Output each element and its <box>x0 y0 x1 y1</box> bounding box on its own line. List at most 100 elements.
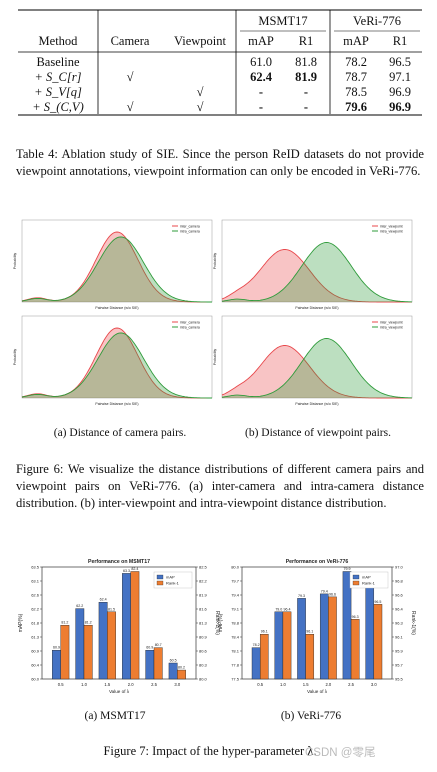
y2-tick-label: 80.3 <box>199 663 208 668</box>
density-panel: Probability Pairwise Distance (w/o SIE) in… <box>13 315 213 406</box>
y2-tick-label: 96.3 <box>395 621 404 626</box>
y2-tick-label: 82.2 <box>199 579 208 584</box>
bar-value-label: 79.0 <box>275 607 282 611</box>
bar-value-label: 62.2 <box>76 604 83 608</box>
header-map-msmt: mAP <box>248 34 274 48</box>
bar <box>259 633 269 680</box>
y2-axis-label: Rank-1(%) <box>214 611 220 635</box>
legend-swatch <box>352 574 360 580</box>
y2-tick-label: 96.8 <box>395 579 404 584</box>
y-tick-label: 63.5 <box>31 565 40 570</box>
bar-value-label: 96.4 <box>284 607 291 611</box>
x-axis-label: Pairwise Distance (w/o SIE) <box>295 306 338 310</box>
x-tick-label: 2.0 <box>128 682 134 687</box>
fig7-subcaption-b: (b) VeRi-776 <box>280 710 342 722</box>
check-mark: √ <box>126 100 134 114</box>
density-panel: Probability Pairwise Distance (w/o SIE) in… <box>213 315 413 406</box>
row-method: + S_(C,V) <box>32 100 84 114</box>
density-panel: Probability Pairwise Distance (w/o SIE) in… <box>213 219 413 310</box>
y-axis-label: Probability <box>213 253 217 270</box>
cell: - <box>258 100 264 114</box>
legend-box <box>349 571 389 589</box>
legend-swatch <box>156 574 164 580</box>
x-tick-label: 0.5 <box>257 682 263 687</box>
y-tick-label: 62.6 <box>31 593 40 598</box>
bar-value-label: 60.9 <box>146 646 153 650</box>
density-fill <box>222 338 412 398</box>
y-axis-label: Probability <box>13 349 17 366</box>
legend-label: Rank-1 <box>362 581 376 586</box>
y2-tick-label: 80.9 <box>199 635 208 640</box>
bar <box>282 611 292 680</box>
check-mark: √ <box>196 100 204 114</box>
bar <box>122 573 131 680</box>
x-tick-label: 2.5 <box>151 682 157 687</box>
bar-value-label: 60.5 <box>170 659 177 663</box>
bar <box>365 584 375 680</box>
bar-value-label: 79.3 <box>298 594 305 598</box>
y-tick-label: 61.8 <box>31 621 40 626</box>
legend-label: intra_viewpoint <box>380 229 403 233</box>
x-tick-label: 3.0 <box>371 682 377 687</box>
cell: - <box>303 85 309 99</box>
bar <box>145 649 155 680</box>
x-tick-label: 1.0 <box>81 682 87 687</box>
panel-frame <box>221 315 413 399</box>
density-line <box>221 338 413 399</box>
cell: 96.5 <box>389 55 411 69</box>
header-map-veri: mAP <box>343 34 369 48</box>
x-tick-label: 2.0 <box>325 682 331 687</box>
y2-axis-label: Rank-1(%) <box>410 611 416 635</box>
y2-tick-label: 95.9 <box>395 649 404 654</box>
density-line <box>21 332 212 399</box>
header-viewpoint: Viewpoint <box>173 34 227 48</box>
table-caption: Table 4: Ablation study of SIE. Since th… <box>16 147 424 178</box>
bar <box>274 611 284 680</box>
cell: 79.6 <box>345 100 367 114</box>
bar <box>350 619 360 680</box>
x-tick-label: 1.0 <box>280 682 286 687</box>
x-tick-label: 1.5 <box>104 682 110 687</box>
y-axis-label: mAP(%) <box>18 613 24 632</box>
y-tick-label: 61.3 <box>31 635 40 640</box>
density-fill <box>22 236 212 302</box>
panel-frame <box>21 315 213 399</box>
density-fill <box>22 328 212 398</box>
bar <box>153 647 163 680</box>
cell: 81.8 <box>295 55 317 69</box>
legend-label: inter_viewpoint <box>380 320 403 324</box>
legend-swatch <box>352 580 360 586</box>
figure-7-bar-charts: Performance on MSMT17 60.0 80.0 60.4 80.3 60.… <box>18 559 416 694</box>
bar-value-label: 82.4 <box>131 567 138 571</box>
y2-tick-label: 96.1 <box>395 635 404 640</box>
legend-label: mAP <box>166 575 175 580</box>
bar-value-label: 62.4 <box>100 598 107 602</box>
y-tick-label: 78.8 <box>231 621 240 626</box>
table-rules <box>18 9 422 116</box>
chart-title: Performance on MSMT17 <box>88 559 150 565</box>
bar-value-label: 96.3 <box>352 615 359 619</box>
fig6-subcaption-a: (a) Distance of camera pairs. <box>53 427 187 439</box>
bar-value-label: 79.4 <box>321 589 328 593</box>
bar-value-label: 63.3 <box>123 569 130 573</box>
legend-swatch <box>156 580 164 586</box>
bar <box>297 598 306 680</box>
y2-tick-label: 81.3 <box>199 621 208 626</box>
y-tick-label: 78.4 <box>231 635 240 640</box>
x-tick-label: 3.0 <box>174 682 180 687</box>
bar <box>373 604 383 680</box>
header-r1-msmt: R1 <box>298 34 314 48</box>
cell: 96.9 <box>389 85 411 99</box>
y2-tick-label: 80.0 <box>199 677 208 682</box>
bar <box>52 649 61 680</box>
cell: 78.5 <box>345 85 367 99</box>
y2-tick-label: 95.7 <box>395 663 404 668</box>
bar <box>60 625 70 680</box>
fig7-subcaption-a: (a) MSMT17 <box>84 710 146 722</box>
y2-tick-label: 80.6 <box>199 649 208 654</box>
cell: 97.1 <box>389 70 411 84</box>
bar-value-label: 81.2 <box>85 621 92 625</box>
bar <box>251 647 261 680</box>
figure-6-distance-plots: Probability Pairwise Distance (w/o SIE) in… <box>13 219 413 406</box>
cell: 78.7 <box>345 70 367 84</box>
